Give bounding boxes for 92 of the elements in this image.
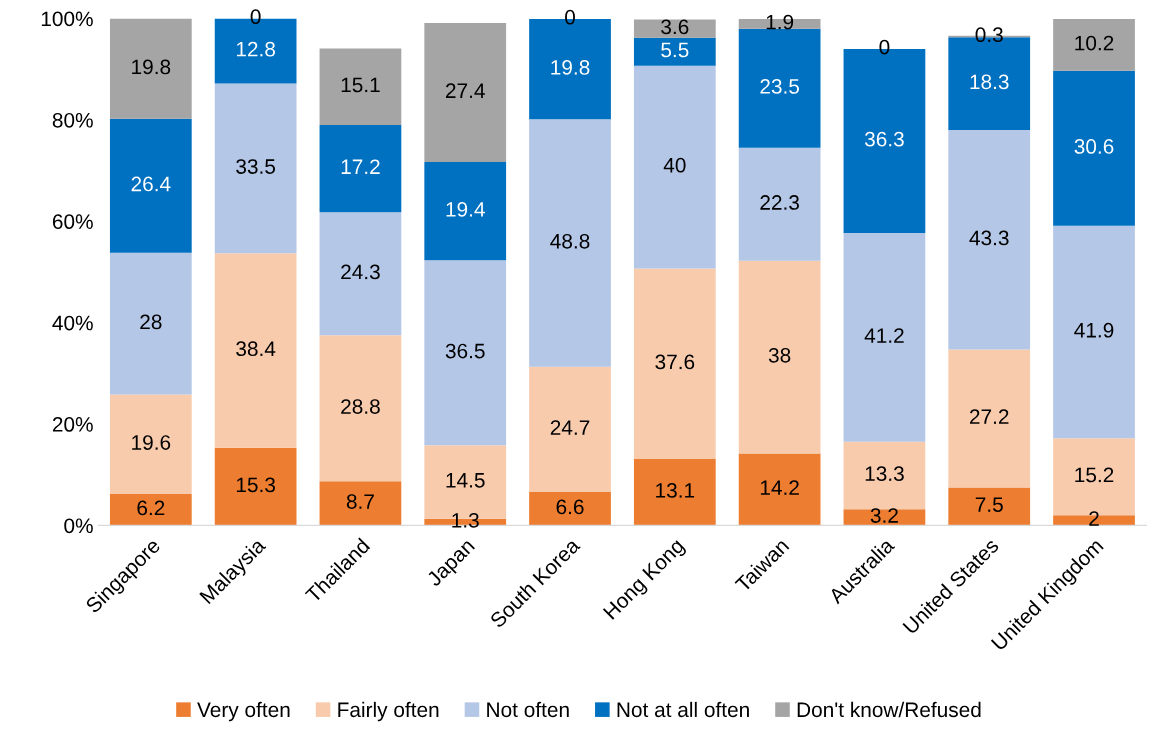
data-label: 17.2 xyxy=(341,159,380,174)
data-label: 5.5 xyxy=(661,42,689,58)
y-tick-label: 40% xyxy=(52,315,93,331)
bar xyxy=(109,118,192,253)
data-label: 14.5 xyxy=(446,473,485,488)
data-label: 48.8 xyxy=(550,233,590,249)
bar xyxy=(214,447,297,526)
bar xyxy=(319,48,402,125)
bar xyxy=(738,147,821,261)
bar xyxy=(529,491,611,526)
data-label: 37.6 xyxy=(655,354,695,370)
bar xyxy=(738,260,821,454)
bar xyxy=(1053,19,1135,71)
data-label: 38.4 xyxy=(236,341,276,357)
bar xyxy=(738,453,821,526)
data-label: 38 xyxy=(768,347,791,363)
data-label: 14.2 xyxy=(760,480,799,495)
data-label: 12.8 xyxy=(236,41,275,57)
bar xyxy=(633,459,716,526)
legend-label: Fairly often xyxy=(338,701,439,722)
data-label: 15.1 xyxy=(341,77,380,93)
data-label: 41.2 xyxy=(864,328,904,343)
data-label: 7.5 xyxy=(975,497,1003,512)
data-label: 43.3 xyxy=(969,230,1009,246)
y-tick-label: 20% xyxy=(52,417,93,432)
data-label: 18.3 xyxy=(970,74,1009,90)
bar xyxy=(633,65,716,269)
data-label: 28 xyxy=(140,314,162,330)
bar xyxy=(1053,225,1135,439)
bar xyxy=(1053,70,1135,226)
bar xyxy=(948,130,1031,350)
legend-label: Not often xyxy=(487,701,569,718)
data-label: 19.8 xyxy=(132,59,171,75)
bar xyxy=(738,28,821,148)
data-label: 8.7 xyxy=(346,494,374,509)
data-label: 6.2 xyxy=(137,500,165,516)
data-label: 22.3 xyxy=(760,195,799,210)
data-label: 19.8 xyxy=(551,60,590,75)
data-label: 13.1 xyxy=(656,483,695,498)
bar xyxy=(319,124,402,213)
data-label: 40 xyxy=(663,157,686,173)
bar xyxy=(633,19,716,38)
bar xyxy=(529,366,611,492)
data-label: 10.2 xyxy=(1075,35,1114,51)
data-label: 24.3 xyxy=(341,264,380,280)
data-label: 36.5 xyxy=(445,343,485,359)
y-tick-label: 60% xyxy=(52,214,93,230)
legend-label: Not at all often xyxy=(617,701,749,718)
bar xyxy=(319,335,402,482)
data-label: 41.9 xyxy=(1074,322,1114,338)
data-label: 26.4 xyxy=(131,176,171,192)
bar xyxy=(109,394,192,494)
bar xyxy=(109,493,192,526)
bar xyxy=(843,232,926,442)
bar xyxy=(319,212,402,336)
data-label: 15.2 xyxy=(1075,467,1114,483)
data-label: 2 xyxy=(1089,511,1099,526)
legend-label: Very often xyxy=(197,701,290,722)
data-label: 1.9 xyxy=(766,14,794,30)
bar xyxy=(109,252,192,395)
bar xyxy=(633,268,716,459)
data-label: 27.2 xyxy=(970,409,1009,424)
data-label: 15.3 xyxy=(236,477,275,493)
bar xyxy=(529,119,611,367)
data-label: 30.6 xyxy=(1074,139,1114,154)
bar xyxy=(843,441,926,510)
data-label: 33.5 xyxy=(236,159,276,174)
bar xyxy=(424,161,507,261)
bar xyxy=(948,349,1031,488)
bar xyxy=(633,37,716,66)
bar xyxy=(424,260,507,446)
bar xyxy=(319,481,402,526)
data-label: 19.4 xyxy=(446,201,485,217)
legend-label: Don't know/Refused xyxy=(797,701,981,718)
bar xyxy=(214,253,297,448)
bar xyxy=(948,487,1031,526)
data-label: 36.3 xyxy=(864,131,904,147)
data-label: 28.8 xyxy=(341,399,380,414)
bar xyxy=(424,23,507,162)
data-label: 23.5 xyxy=(760,79,800,94)
data-label: 3.2 xyxy=(870,508,898,523)
data-label: 27.4 xyxy=(446,83,485,98)
data-label: 3.6 xyxy=(661,19,689,35)
y-tick-label: 100% xyxy=(41,11,93,27)
bar xyxy=(214,83,297,254)
data-label: 24.7 xyxy=(550,420,590,435)
y-tick-label: 0% xyxy=(64,518,93,534)
bar xyxy=(109,18,192,119)
data-label: 19.6 xyxy=(132,435,171,450)
data-label: 6.6 xyxy=(556,499,584,515)
data-label: 13.3 xyxy=(865,466,904,482)
y-tick-label: 80% xyxy=(52,112,93,128)
